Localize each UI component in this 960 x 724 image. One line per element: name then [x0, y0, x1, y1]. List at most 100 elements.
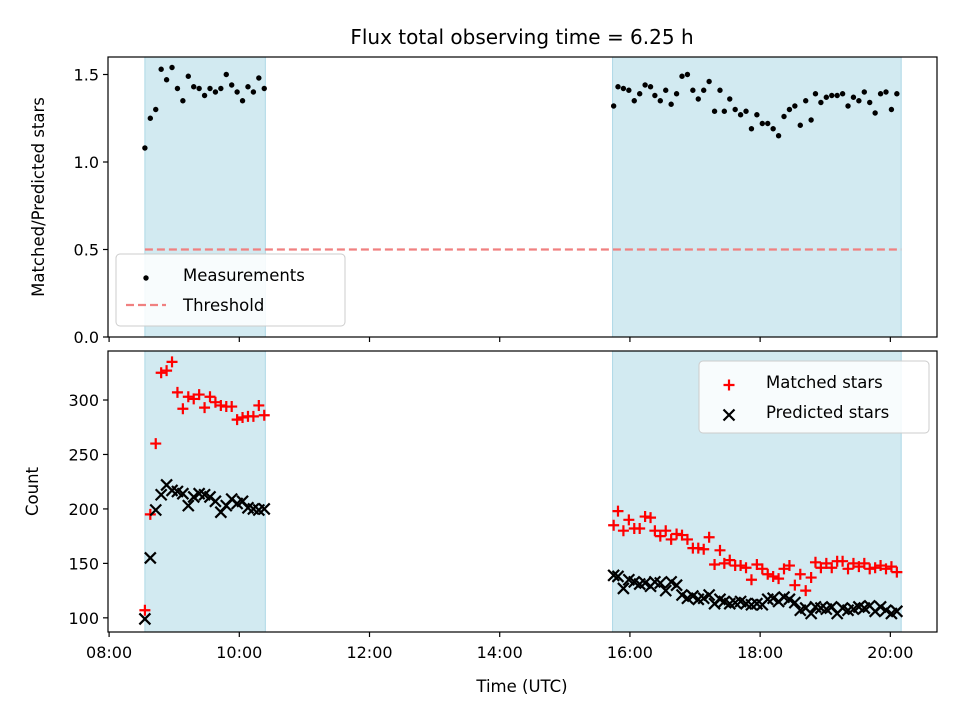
data-point	[861, 89, 867, 95]
data-point	[610, 103, 617, 109]
data-point	[631, 98, 637, 104]
data-point	[253, 399, 265, 411]
data-point	[709, 558, 721, 570]
data-point	[690, 87, 696, 93]
data-point	[177, 403, 189, 415]
data-point	[789, 579, 801, 591]
x-tick-label: 12:00	[346, 643, 392, 662]
series-measurements	[142, 64, 900, 151]
data-point	[670, 578, 683, 592]
data-point	[163, 77, 170, 83]
data-point	[727, 96, 733, 102]
data-point	[250, 89, 257, 95]
data-point	[654, 530, 666, 542]
data-point	[139, 604, 151, 616]
data-point	[894, 91, 900, 97]
x-tick-label: 20:00	[867, 643, 913, 662]
y-tick-label: 300	[68, 391, 99, 410]
y-axis-label-ratio: Matched/Predicted stars	[29, 97, 48, 297]
data-point	[786, 106, 793, 113]
data-point	[196, 85, 202, 92]
data-point	[788, 596, 802, 609]
data-point	[883, 89, 889, 95]
y-tick-label: 1.5	[74, 66, 99, 85]
data-point	[800, 585, 812, 597]
data-point	[150, 438, 162, 450]
legend-box	[698, 360, 930, 434]
data-point	[775, 133, 782, 139]
data-point	[767, 570, 779, 582]
data-point	[654, 576, 667, 590]
data-point	[679, 73, 685, 79]
legend-label: Predicted stars	[766, 403, 889, 422]
data-point	[770, 126, 776, 132]
plot-frame	[107, 350, 938, 633]
data-point	[257, 502, 271, 516]
data-point	[665, 533, 677, 545]
data-point	[174, 85, 181, 92]
data-point	[649, 525, 661, 537]
data-point	[155, 367, 167, 379]
data-point	[199, 402, 211, 414]
y-tick-label: 250	[68, 445, 99, 464]
data-point	[732, 106, 738, 113]
data-point	[711, 108, 718, 114]
legend-label: Matched stars	[766, 373, 883, 392]
data-point	[645, 512, 657, 524]
data-point	[207, 85, 213, 92]
data-point	[681, 533, 693, 545]
data-point	[781, 113, 787, 120]
data-point	[154, 488, 168, 502]
data-point	[804, 607, 818, 620]
data-point	[617, 582, 630, 595]
data-point	[143, 275, 149, 281]
y-axis-label-count: Count	[23, 466, 42, 516]
data-point	[888, 106, 895, 113]
y-tick-label: 1.0	[74, 153, 99, 172]
x-tick-label: 18:00	[737, 643, 783, 662]
data-point	[620, 85, 627, 92]
data-point	[794, 568, 806, 580]
data-point	[735, 560, 747, 572]
y-tick-label: 0.5	[74, 241, 99, 260]
data-point	[608, 519, 620, 531]
series-predicted-stars	[138, 478, 904, 626]
data-point	[808, 117, 814, 123]
data-point	[792, 103, 798, 109]
x-tick-label: 16:00	[607, 643, 653, 662]
data-point	[256, 75, 262, 81]
data-point	[180, 98, 186, 104]
data-point	[201, 92, 208, 99]
data-point	[657, 98, 664, 104]
data-point	[191, 84, 197, 90]
data-point	[805, 572, 817, 584]
data-point	[834, 92, 840, 99]
data-point	[673, 91, 680, 97]
data-point	[663, 87, 669, 93]
data-point	[245, 84, 251, 90]
data-point	[702, 588, 716, 602]
data-point	[703, 531, 715, 543]
data-point	[668, 101, 674, 107]
legend: Matched stars Predicted stars	[698, 360, 930, 434]
data-point	[228, 82, 235, 88]
data-point	[171, 386, 183, 398]
data-point	[234, 89, 240, 95]
legend-label: Measurements	[183, 266, 305, 285]
data-point	[193, 389, 205, 401]
data-point	[845, 103, 851, 109]
data-point	[231, 414, 243, 426]
data-point	[185, 73, 191, 79]
data-point	[721, 108, 728, 114]
data-point	[759, 120, 766, 127]
data-point	[890, 605, 904, 618]
y-tick-label: 150	[68, 554, 99, 573]
observing-interval-shade	[612, 56, 902, 338]
plot-frame	[107, 56, 938, 338]
data-point	[869, 562, 881, 574]
data-point	[212, 89, 219, 95]
data-point	[701, 87, 707, 93]
data-point	[762, 568, 774, 580]
data-point	[773, 573, 785, 585]
data-point	[158, 66, 164, 72]
